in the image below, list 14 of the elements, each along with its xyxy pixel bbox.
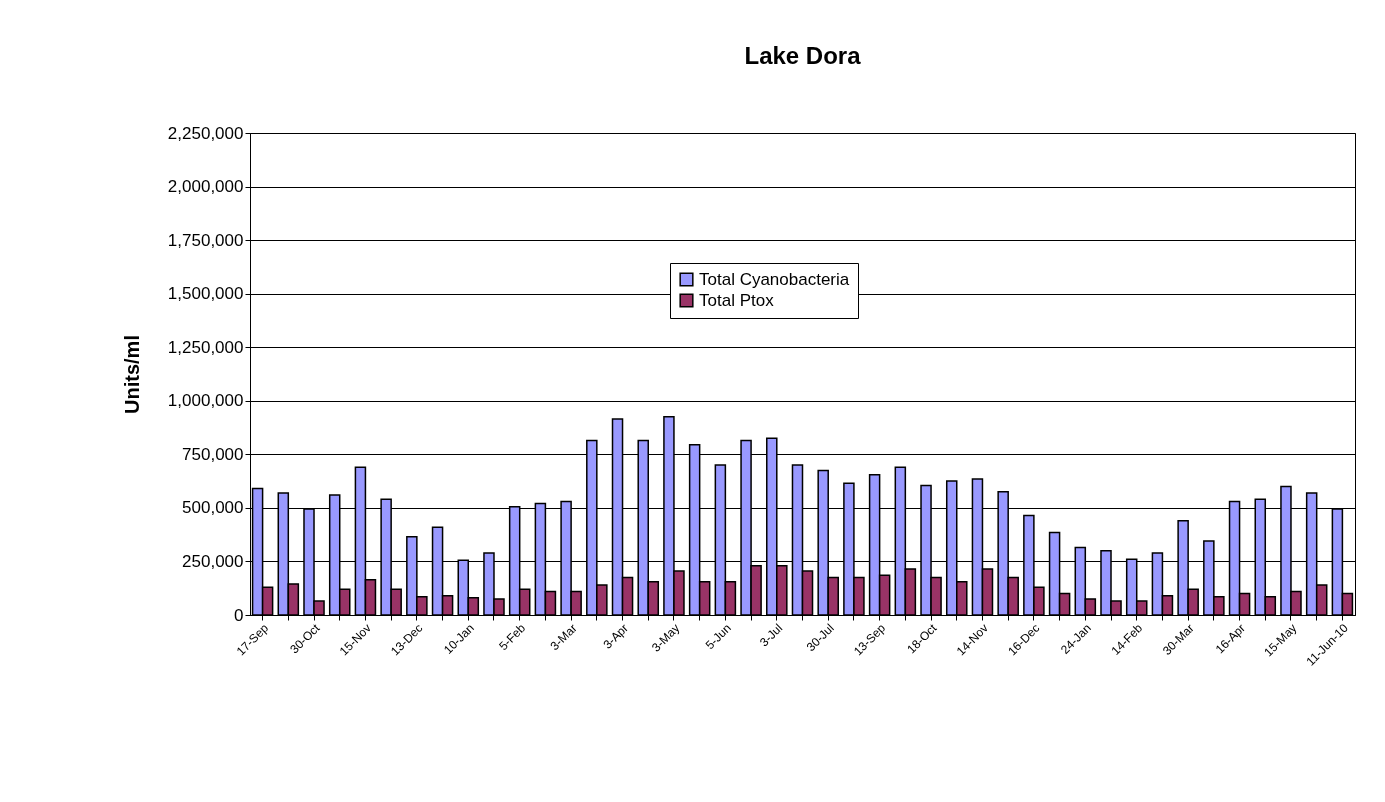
y-tick-label: 1,500,000 [167,284,244,304]
legend-label: Total Ptox [699,290,775,310]
chart-title: Lake Dora [744,42,862,69]
y-tick-label: 2,000,000 [167,177,244,197]
y-axis-title: Units/ml [120,335,143,414]
y-tick-label: 500,000 [182,498,244,518]
y-tick-label: 1,750,000 [167,230,244,250]
y-tick-label: 750,000 [182,444,244,464]
y-tick-label: 1,000,000 [167,391,244,411]
legend-label: Total Cyanobacteria [699,269,850,289]
y-tick-label: 0 [234,605,244,625]
y-tick-label: 250,000 [182,551,244,571]
y-tick-label: 1,250,000 [167,337,244,357]
y-tick-label: 2,250,000 [167,123,244,143]
